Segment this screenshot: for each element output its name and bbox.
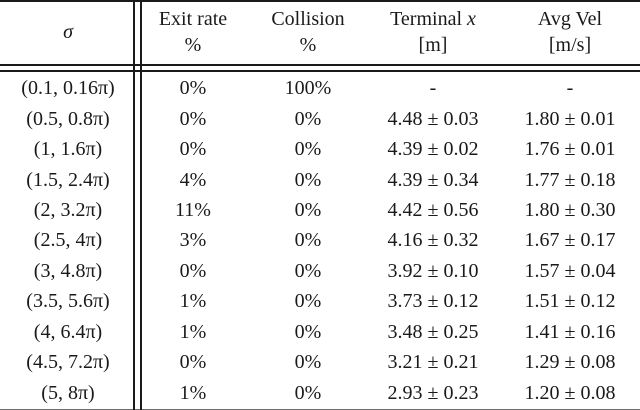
table-cell: (3, 4.8π) [33, 259, 103, 282]
vertical-double-rule-right [140, 0, 142, 410]
table-row: (1.5, 2.4π) 4% 0% 4.39 ± 0.34 1.77 ± 0.18 [0, 164, 640, 194]
table-cell: 0% [294, 107, 322, 130]
table-cell: 0% [294, 259, 322, 282]
table-row: (3, 4.8π) 0% 0% 3.92 ± 0.10 1.57 ± 0.04 [0, 256, 640, 286]
table-row: (1, 1.6π) 0% 0% 4.39 ± 0.02 1.76 ± 0.01 [0, 134, 640, 164]
header-exit-line2: % [184, 34, 202, 56]
table-row: (4, 6.4π) 1% 0% 3.48 ± 0.25 1.41 ± 0.16 [0, 317, 640, 347]
table-cell: 0% [179, 351, 207, 374]
table-cell: (1.5, 2.4π) [26, 168, 110, 191]
table-cell: (0.1, 0.16π) [21, 77, 115, 100]
table-cell: 4.16 ± 0.32 [387, 229, 479, 252]
header-double-rule-lower [0, 70, 640, 73]
table-cell: 0% [179, 77, 207, 100]
table-cell: 3.92 ± 0.10 [387, 259, 479, 282]
table-cell: (2.5, 4π) [33, 229, 103, 252]
bottom-rule [0, 408, 640, 410]
table-cell: (3.5, 5.6π) [26, 290, 110, 313]
table-cell: 3.73 ± 0.12 [387, 290, 479, 313]
table-cell: 1.41 ± 0.16 [524, 320, 616, 343]
header-collision-line2: % [299, 34, 317, 56]
table-cell: 1.51 ± 0.12 [524, 290, 616, 313]
table-cell: 100% [284, 77, 332, 100]
table-cell: 0% [294, 381, 322, 404]
table-cell: 4.39 ± 0.34 [387, 168, 479, 191]
table-row: (0.1, 0.16π) 0% 100% - - [0, 73, 640, 103]
table-cell: 1% [179, 290, 207, 313]
table-cell: 0% [294, 290, 322, 313]
table-row: (2.5, 4π) 3% 0% 4.16 ± 0.32 1.67 ± 0.17 [0, 225, 640, 255]
table-cell: 0% [294, 351, 322, 374]
table-cell: 1.20 ± 0.08 [524, 381, 616, 404]
column-header-sigma: σ [0, 0, 136, 64]
table-row: (0.5, 0.8π) 0% 0% 4.48 ± 0.03 1.80 ± 0.01 [0, 103, 640, 133]
table-cell: 11% [175, 199, 211, 222]
table-cell: (2, 3.2π) [33, 199, 103, 222]
header-terminal-math-x: x [467, 8, 476, 30]
table-cell: 4.42 ± 0.56 [387, 199, 479, 222]
table-cell: 1.29 ± 0.08 [524, 351, 616, 374]
header-sigma-label: σ [63, 21, 73, 43]
vertical-double-rule-left [133, 0, 135, 410]
top-rule [0, 0, 640, 2]
table-cell: (1, 1.6π) [33, 138, 103, 161]
table-row: (2, 3.2π) 11% 0% 4.42 ± 0.56 1.80 ± 0.30 [0, 195, 640, 225]
column-header-avg-vel: Avg Vel [m/s] [500, 0, 640, 64]
header-collision-line1: Collision [271, 8, 345, 30]
header-terminal-word: Terminal [390, 8, 462, 30]
table-cell: (4.5, 7.2π) [26, 351, 110, 374]
column-header-exit-rate: Exit rate % [136, 0, 250, 64]
table-cell: 2.93 ± 0.23 [387, 381, 479, 404]
table-cell: 1.57 ± 0.04 [524, 259, 616, 282]
header-double-rule-upper [0, 64, 640, 67]
table-row: (3.5, 5.6π) 1% 0% 3.73 ± 0.12 1.51 ± 0.12 [0, 286, 640, 316]
column-header-collision: Collision % [250, 0, 366, 64]
header-exit-line1: Exit rate [158, 8, 228, 30]
table-cell: 0% [294, 138, 322, 161]
table-cell: (0.5, 0.8π) [26, 107, 110, 130]
table-cell: 1.80 ± 0.30 [524, 199, 616, 222]
table-cell: 1.77 ± 0.18 [524, 168, 616, 191]
table-cell: 0% [179, 259, 207, 282]
table-cell: 4.48 ± 0.03 [387, 107, 479, 130]
table-cell: 1.76 ± 0.01 [524, 138, 616, 161]
table-cell: 4.39 ± 0.02 [387, 138, 479, 161]
table-cell: 0% [179, 138, 207, 161]
table-cell: 4% [179, 168, 207, 191]
table-cell: - [429, 77, 437, 100]
table-cell: 1.80 ± 0.01 [524, 107, 616, 130]
table-cell: (5, 8π) [41, 381, 95, 404]
table-cell: - [566, 77, 574, 100]
header-avgvel-line2: [m/s] [548, 34, 592, 56]
header-avgvel-line1: Avg Vel [537, 8, 603, 30]
table-body: (0.1, 0.16π) 0% 100% - - (0.5, 0.8π) 0% 0% 4.48 … [0, 73, 640, 408]
table-cell: 0% [294, 320, 322, 343]
table-cell: 0% [294, 229, 322, 252]
column-header-terminal-x: Terminal x [m] [366, 0, 500, 64]
header-terminal-line1: Terminal x [390, 6, 476, 32]
table-header: σ Exit rate % Collision % Terminal x [m]… [0, 0, 640, 64]
table-row: (4.5, 7.2π) 0% 0% 3.21 ± 0.21 1.29 ± 0.08 [0, 347, 640, 377]
table-cell: 1.67 ± 0.17 [524, 229, 616, 252]
table-row: (5, 8π) 1% 0% 2.93 ± 0.23 1.20 ± 0.08 [0, 378, 640, 408]
table-cell: 0% [294, 168, 322, 191]
header-terminal-line2: [m] [418, 34, 448, 56]
table-cell: 3.48 ± 0.25 [387, 320, 479, 343]
table-cell: 0% [294, 199, 322, 222]
table-cell: 1% [179, 320, 207, 343]
table-cell: 3% [179, 229, 207, 252]
table-cell: 0% [179, 107, 207, 130]
table-cell: 3.21 ± 0.21 [387, 351, 479, 374]
table-cell: (4, 6.4π) [33, 320, 103, 343]
table-cell: 1% [179, 381, 207, 404]
